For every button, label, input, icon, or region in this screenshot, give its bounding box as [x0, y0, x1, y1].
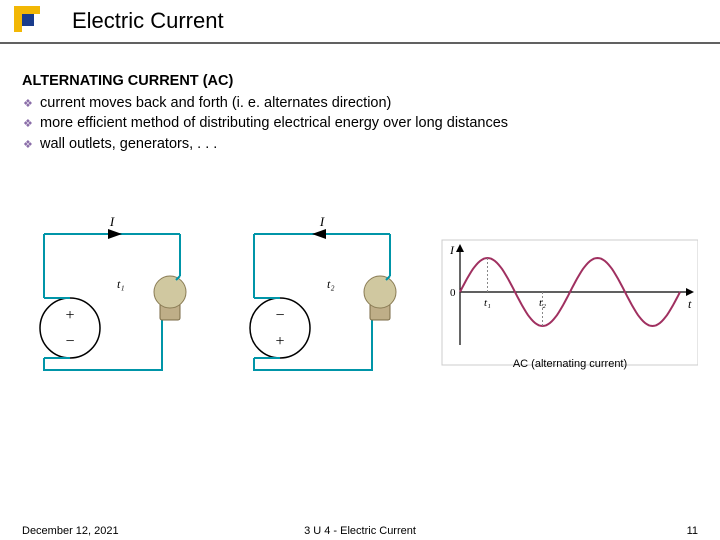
- list-item: ❖ wall outlets, generators, . . .: [22, 135, 698, 155]
- slide-logo: [14, 6, 46, 43]
- svg-text:t₁: t₁: [117, 277, 125, 291]
- diagram-row: +−t₁I−+t₂I0Itt₁t₂AC (alternating current…: [22, 210, 698, 400]
- svg-text:−: −: [65, 333, 74, 350]
- bullet-list: ❖ current moves back and forth (i. e. al…: [22, 94, 698, 155]
- footer-center: 3 U 4 - Electric Current: [22, 525, 698, 537]
- diamond-bullet-icon: ❖: [22, 94, 40, 112]
- svg-text:0: 0: [450, 287, 456, 299]
- subtitle: ALTERNATING CURRENT (AC): [22, 72, 698, 92]
- title-underline: [0, 42, 720, 44]
- svg-text:AC (alternating current): AC (alternating current): [513, 358, 627, 370]
- svg-text:−: −: [275, 307, 284, 324]
- svg-text:t₂: t₂: [539, 297, 546, 309]
- svg-text:+: +: [275, 333, 284, 350]
- list-item: ❖ more efficient method of distributing …: [22, 114, 698, 134]
- diamond-bullet-icon: ❖: [22, 114, 40, 132]
- svg-text:t₁: t₁: [484, 297, 491, 309]
- svg-text:+: +: [65, 307, 74, 324]
- diagrams-svg: +−t₁I−+t₂I0Itt₁t₂AC (alternating current…: [22, 210, 698, 400]
- slide-title: Electric Current: [72, 8, 224, 34]
- footer-page: 11: [687, 525, 698, 537]
- content-area: ALTERNATING CURRENT (AC) ❖ current moves…: [22, 72, 698, 155]
- svg-text:t₂: t₂: [327, 277, 335, 291]
- diamond-bullet-icon: ❖: [22, 135, 40, 153]
- svg-text:I: I: [109, 214, 115, 229]
- list-item: ❖ current moves back and forth (i. e. al…: [22, 94, 698, 114]
- svg-text:I: I: [319, 214, 325, 229]
